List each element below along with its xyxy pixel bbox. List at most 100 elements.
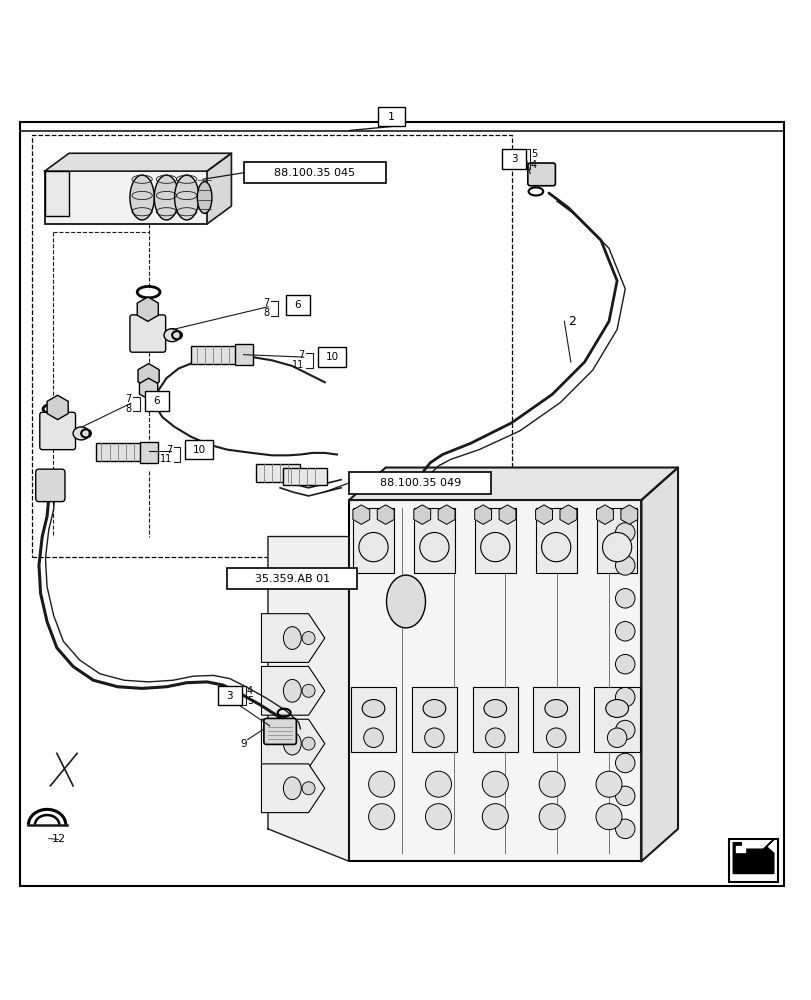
- Text: 5: 5: [247, 696, 253, 706]
- Text: 88.100.35 045: 88.100.35 045: [274, 168, 354, 178]
- Text: 6: 6: [294, 300, 301, 310]
- Circle shape: [419, 532, 448, 562]
- Bar: [45, 171, 207, 224]
- Bar: [144, 391, 169, 411]
- Text: 2: 2: [568, 315, 576, 328]
- Circle shape: [539, 804, 564, 830]
- Bar: [535, 508, 576, 573]
- Bar: [728, 839, 777, 882]
- Ellipse shape: [386, 575, 425, 628]
- Circle shape: [615, 819, 634, 839]
- Bar: [350, 687, 396, 752]
- Text: 7: 7: [125, 394, 131, 404]
- Bar: [96, 443, 144, 461]
- FancyBboxPatch shape: [264, 718, 296, 744]
- Ellipse shape: [174, 175, 199, 220]
- Ellipse shape: [154, 175, 178, 220]
- Ellipse shape: [483, 700, 506, 717]
- Polygon shape: [268, 537, 349, 861]
- Ellipse shape: [362, 700, 384, 717]
- Bar: [349, 472, 491, 494]
- Bar: [227, 568, 357, 589]
- Ellipse shape: [283, 627, 301, 649]
- Circle shape: [424, 728, 444, 747]
- Text: 10: 10: [325, 352, 338, 362]
- FancyBboxPatch shape: [40, 412, 75, 450]
- Text: 5: 5: [530, 149, 537, 159]
- Circle shape: [485, 728, 504, 747]
- Ellipse shape: [605, 700, 628, 717]
- Circle shape: [615, 720, 634, 740]
- Circle shape: [368, 771, 394, 797]
- Ellipse shape: [283, 777, 301, 800]
- Text: 7: 7: [165, 445, 172, 455]
- FancyBboxPatch shape: [527, 163, 555, 186]
- Text: 7: 7: [298, 350, 304, 360]
- Bar: [217, 686, 242, 705]
- Circle shape: [615, 523, 634, 542]
- Circle shape: [302, 737, 315, 750]
- Bar: [32, 135, 511, 557]
- Circle shape: [302, 684, 315, 697]
- Bar: [45, 171, 69, 216]
- Bar: [243, 162, 385, 183]
- Text: 8: 8: [263, 308, 269, 318]
- Circle shape: [615, 654, 634, 674]
- Ellipse shape: [73, 427, 89, 440]
- Circle shape: [482, 804, 508, 830]
- Ellipse shape: [283, 679, 301, 702]
- Circle shape: [539, 771, 564, 797]
- Text: 6: 6: [153, 396, 160, 406]
- Text: 11: 11: [160, 454, 172, 464]
- Bar: [411, 687, 457, 752]
- Ellipse shape: [197, 182, 212, 213]
- Circle shape: [425, 804, 451, 830]
- Circle shape: [615, 753, 634, 773]
- Ellipse shape: [130, 175, 154, 220]
- Polygon shape: [45, 153, 231, 171]
- Circle shape: [607, 728, 626, 747]
- Text: 88.100.35 049: 88.100.35 049: [379, 478, 461, 488]
- Circle shape: [363, 728, 383, 747]
- Bar: [353, 508, 393, 573]
- Polygon shape: [641, 468, 677, 861]
- Bar: [474, 508, 515, 573]
- Bar: [501, 149, 526, 169]
- Bar: [594, 687, 639, 752]
- Text: 10: 10: [192, 445, 205, 455]
- Ellipse shape: [164, 329, 180, 342]
- FancyBboxPatch shape: [130, 315, 165, 352]
- Bar: [234, 344, 252, 365]
- FancyBboxPatch shape: [36, 469, 65, 502]
- Circle shape: [302, 632, 315, 645]
- Text: 7: 7: [263, 298, 269, 308]
- Circle shape: [602, 532, 631, 562]
- Polygon shape: [261, 614, 324, 662]
- Circle shape: [615, 622, 634, 641]
- Bar: [255, 464, 300, 482]
- Ellipse shape: [544, 700, 567, 717]
- Text: 3: 3: [226, 691, 233, 701]
- Bar: [285, 295, 310, 315]
- Text: 35.359.AB 01: 35.359.AB 01: [255, 574, 329, 584]
- Polygon shape: [261, 719, 324, 768]
- Circle shape: [615, 786, 634, 806]
- Polygon shape: [261, 764, 324, 813]
- Polygon shape: [736, 846, 744, 852]
- Circle shape: [302, 782, 315, 795]
- Polygon shape: [207, 153, 231, 224]
- Text: 11: 11: [292, 360, 304, 370]
- Ellipse shape: [423, 700, 445, 717]
- Polygon shape: [349, 468, 677, 500]
- Text: 12: 12: [51, 834, 66, 844]
- Circle shape: [368, 804, 394, 830]
- Text: 9: 9: [240, 739, 247, 749]
- Circle shape: [595, 804, 621, 830]
- Circle shape: [482, 771, 508, 797]
- Bar: [349, 500, 641, 861]
- Circle shape: [425, 771, 451, 797]
- Circle shape: [358, 532, 388, 562]
- Bar: [472, 687, 517, 752]
- Circle shape: [615, 556, 634, 575]
- Bar: [282, 468, 327, 485]
